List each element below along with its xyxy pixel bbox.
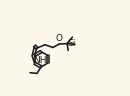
Text: O: O: [56, 34, 62, 43]
Text: NH: NH: [33, 56, 46, 65]
Text: Si: Si: [68, 39, 76, 48]
